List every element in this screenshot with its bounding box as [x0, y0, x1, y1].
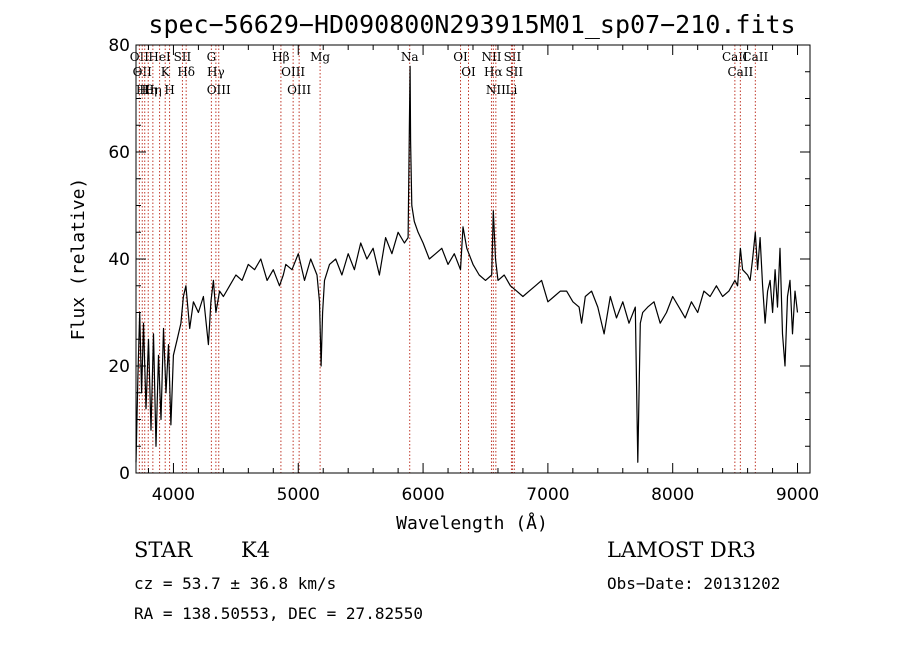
marker-label-21: Hα	[484, 65, 503, 79]
marker-label-4: Hη	[144, 83, 162, 97]
marker-label-22: NII	[486, 83, 506, 97]
y-tick-label-0: 0	[119, 464, 130, 484]
coordinates: RA = 138.50553, DEC = 27.82550	[134, 604, 423, 623]
marker-label-20: NII	[481, 50, 501, 64]
marker-label-9: Hδ	[177, 65, 195, 79]
marker-label-28: CaII	[742, 50, 768, 64]
marker-label-1: OII	[133, 65, 153, 79]
x-tick-label-8000: 8000	[651, 485, 694, 505]
marker-label-14: OIII	[281, 65, 305, 79]
marker-label-12: OIII	[207, 83, 231, 97]
x-tick-label-4000: 4000	[152, 485, 195, 505]
chart-title: spec−56629−HD090800N293915M01_sp07−210.f…	[148, 10, 795, 39]
spectrum-series	[135, 65, 799, 463]
marker-label-18: OI	[453, 50, 468, 64]
line-markers: OIIOIIHθHηHηHeIKHSIIHδGHγOIIIHβOIIIOIIIM…	[130, 45, 768, 473]
x-tick-label-5000: 5000	[277, 485, 320, 505]
marker-label-17: Na	[401, 50, 419, 64]
x-tick-label-6000: 6000	[401, 485, 444, 505]
marker-label-19: OI	[461, 65, 476, 79]
y-tick-label-60: 60	[108, 143, 130, 163]
x-tick-label-7000: 7000	[526, 485, 569, 505]
marker-label-15: OIII	[287, 83, 311, 97]
marker-label-24: SII	[504, 50, 522, 64]
y-axis-label: Flux (relative)	[68, 178, 89, 341]
x-axis-label: Wavelength (Å)	[396, 512, 548, 534]
marker-label-26: CaII	[722, 50, 748, 64]
redshift-velocity: cz = 53.7 ± 36.8 km/s	[134, 574, 337, 593]
subclass: K4	[241, 538, 271, 562]
marker-label-6: K	[161, 65, 171, 79]
marker-label-5: HeI	[148, 50, 171, 64]
y-axis: 0 20 40 60 80	[108, 36, 810, 484]
marker-label-16: Mg	[310, 50, 330, 64]
marker-label-23: Li	[506, 83, 518, 97]
marker-label-2: Hθ	[136, 83, 154, 97]
marker-label-11: Hγ	[207, 65, 225, 79]
plot-frame	[135, 44, 811, 474]
marker-label-25: SII	[505, 65, 523, 79]
marker-label-7: H	[164, 83, 174, 97]
y-tick-label-40: 40	[108, 250, 130, 270]
object-type: STAR	[134, 538, 193, 562]
y-tick-label-80: 80	[108, 36, 130, 56]
x-axis: 4000 5000 6000 7000 8000 9000	[147, 45, 819, 505]
x-tick-label-9000: 9000	[776, 485, 819, 505]
observation-date: Obs−Date: 20131202	[607, 574, 781, 593]
marker-label-10: G	[207, 50, 217, 64]
marker-label-0: OII	[130, 50, 150, 64]
marker-label-27: CaII	[727, 65, 753, 79]
survey-name: LAMOST DR3	[607, 538, 756, 562]
spectrum-line-0	[135, 65, 799, 463]
y-tick-label-20: 20	[108, 357, 130, 377]
marker-label-8: SII	[174, 50, 192, 64]
marker-label-13: Hβ	[272, 50, 289, 64]
marker-label-3: Hη	[139, 83, 157, 97]
